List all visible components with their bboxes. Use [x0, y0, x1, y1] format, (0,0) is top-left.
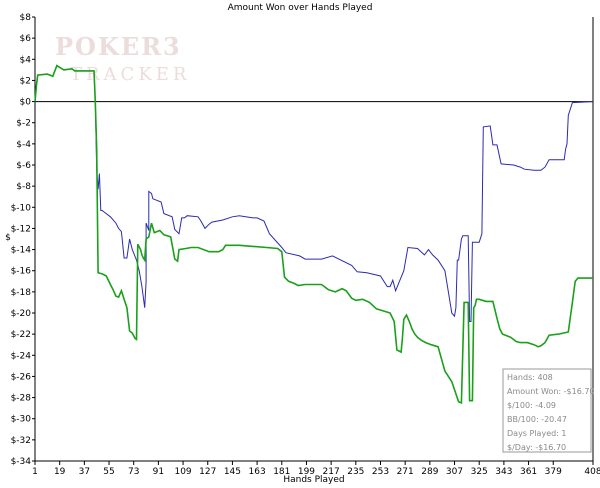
x-tick-label: 271: [397, 467, 414, 477]
x-tick-label: 379: [545, 467, 562, 477]
x-tick-label: 55: [103, 467, 114, 477]
x-axis-ticks: 1 19 37 55 73 91 109 127 145 163 181 199 217 235 253 27…: [32, 461, 600, 477]
y-tick-label: $-20: [11, 309, 32, 319]
x-tick-label: 181: [273, 467, 290, 477]
y-tick-label: $-30: [11, 415, 32, 425]
y-tick-label: $-16: [11, 267, 32, 277]
x-tick-label: 145: [224, 467, 241, 477]
poker-tracker-watermark: POKER3 TRACKER: [55, 32, 190, 85]
y-axis-label: $: [5, 233, 11, 243]
x-tick-label: 361: [520, 467, 537, 477]
y-tick-label: $2: [20, 76, 31, 86]
x-tick-label: 343: [495, 467, 512, 477]
stats-per-100: $/100: -4.09: [507, 401, 556, 410]
x-tick-label: 408: [584, 467, 600, 477]
y-tick-label: $-32: [11, 436, 31, 446]
x-axis-label: Hands Played: [283, 475, 344, 485]
y-tick-label: $-22: [11, 330, 31, 340]
y-axis-ticks: $8 $6 $4 $2 $0 $-2 $-4 $-6 $-8 $-10 $-12 $-14 $-16 $-…: [11, 13, 35, 467]
y-tick-label: $6: [20, 34, 32, 44]
x-tick-label: 307: [446, 467, 463, 477]
stats-box: Hands: 408 Amount Won: -$16.70 $/100: -4…: [502, 368, 595, 453]
x-tick-label: 199: [298, 467, 315, 477]
chart-title: Amount Won over Hands Played: [228, 3, 373, 13]
stats-per-day: $/Day: -$16.70: [507, 443, 566, 452]
x-tick-label: 19: [54, 467, 66, 477]
x-tick-label: 325: [471, 467, 488, 477]
y-tick-label: $8: [20, 13, 32, 23]
series-line-green: [34, 64, 593, 405]
x-tick-label: 217: [323, 467, 340, 477]
y-tick-label: $4: [20, 55, 32, 65]
x-tick-label: 253: [372, 467, 389, 477]
series-line-blue: [34, 64, 594, 322]
x-tick-label: 73: [128, 467, 139, 477]
watermark-line1: POKER3: [55, 32, 182, 61]
x-tick-label: 109: [174, 467, 191, 477]
series-layer: [34, 64, 594, 405]
y-tick-label: $-4: [16, 140, 31, 150]
x-tick-label: 289: [421, 467, 438, 477]
y-tick-label: $-28: [11, 394, 32, 404]
y-tick-label: $-34: [11, 457, 32, 467]
x-tick-label: 37: [79, 467, 90, 477]
stats-amount-won: Amount Won: -$16.70: [507, 387, 595, 396]
stats-box-border: [502, 368, 592, 453]
y-tick-label: $-8: [16, 182, 31, 192]
stats-bb-per-100: BB/100: -20.47: [507, 415, 567, 424]
x-tick-label: 91: [153, 467, 164, 477]
y-tick-label: $-24: [11, 351, 32, 361]
x-tick-label: 163: [249, 467, 266, 477]
x-tick-label: 235: [347, 467, 364, 477]
stats-hands: Hands: 408: [507, 373, 553, 382]
x-tick-label: 127: [199, 467, 216, 477]
y-tick-label: $-18: [11, 288, 32, 298]
y-tick-label: $-26: [11, 372, 32, 382]
stats-days-played: Days Played: 1: [507, 429, 567, 438]
x-tick-label: 1: [32, 467, 38, 477]
y-tick-label: $-2: [16, 119, 31, 129]
watermark-line2: TRACKER: [70, 64, 190, 85]
y-tick-label: $-6: [16, 161, 31, 171]
y-tick-label: $0: [20, 98, 32, 108]
plot-area: [34, 17, 594, 462]
y-tick-label: $-14: [11, 246, 32, 256]
y-tick-label: $-12: [11, 224, 31, 234]
y-tick-label: $-10: [11, 203, 32, 213]
